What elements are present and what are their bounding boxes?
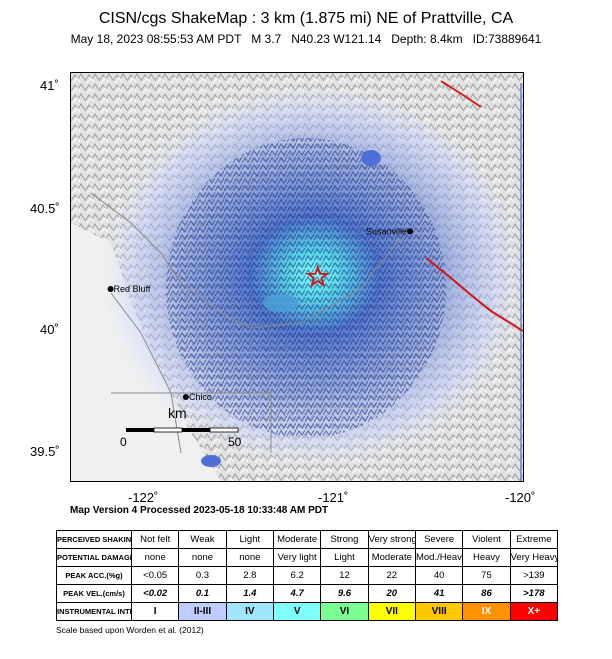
legend-cell: V <box>272 602 322 621</box>
legend-cell: Severe <box>414 530 464 549</box>
legend-row: PEAK VEL.(cm/s) <0.02 0.1 1.4 4.7 9.6 20 41 86 >1… <box>56 584 559 603</box>
legend-cell: 9.6 <box>320 584 369 603</box>
legend-cell: Moderate <box>272 530 322 549</box>
lake-shape <box>361 150 381 166</box>
city-label: Susanville <box>366 226 407 236</box>
legend-cell: Strong <box>320 530 369 549</box>
legend-row-header: INSTRUMENTAL INTENSITY <box>56 602 132 621</box>
city-marker <box>407 228 413 235</box>
scale-unit: km <box>168 405 187 421</box>
map-title: CISN/cgs ShakeMap : 3 km (1.875 mi) NE o… <box>98 10 514 27</box>
scale-bar <box>126 427 239 433</box>
legend-cell: 41 <box>414 584 464 603</box>
city-label: Red Bluff <box>114 284 151 294</box>
legend-cell: none <box>178 548 227 567</box>
legend-cell: Extreme <box>509 530 559 549</box>
legend-cell: Violent <box>462 530 511 549</box>
intensity-legend-table: PERCEIVED SHAKING Not felt Weak Light Modera… <box>56 530 559 621</box>
road <box>90 192 252 329</box>
legend-cell: 75 <box>462 566 511 585</box>
legend-cell: 6.2 <box>272 566 322 585</box>
city-label: Chico <box>189 392 212 402</box>
legend-cell: 0.1 <box>178 584 227 603</box>
fault-line <box>425 257 523 332</box>
legend-cell: <0.02 <box>130 584 180 603</box>
road <box>250 237 402 329</box>
road <box>110 292 182 454</box>
fault-line <box>440 80 482 108</box>
legend-row-header: PEAK VEL.(cm/s) <box>56 584 132 603</box>
legend-cell: 22 <box>367 566 416 585</box>
shakemap-canvas[interactable]: Susanville Red Bluff Chico <box>70 72 524 482</box>
legend-cell: none <box>130 548 180 567</box>
legend-cell: >139 <box>509 566 559 585</box>
legend-cell: 20 <box>367 584 416 603</box>
shaded-relief-overlay <box>166 138 446 438</box>
lat-label-39-5: 39.5˚ <box>30 444 60 459</box>
legend-row: POTENTIAL DAMAGE none none none Very light Li… <box>56 548 559 567</box>
legend-cell: Moderate <box>367 548 416 567</box>
lake-almanor <box>263 294 299 312</box>
legend-cell: Light <box>225 530 274 549</box>
version-text: Map Version 4 Processed 2023-05-18 10:33… <box>70 505 329 516</box>
legend-row: INSTRUMENTAL INTENSITYIII-IIIIVVVIVIIVII… <box>56 602 559 621</box>
legend-row: PEAK ACC.(%g) <0.05 0.3 2.8 6.2 12 22 40 75 >139 <box>56 566 559 585</box>
legend-cell: 86 <box>462 584 511 603</box>
legend-cell: Very Heavy <box>509 548 559 567</box>
legend-cell: VIII <box>414 602 464 621</box>
event-details: May 18, 2023 08:55:53 AM PDT M 3.7 N40.2… <box>70 32 542 46</box>
legend-cell: >178 <box>509 584 559 603</box>
legend-cell: <0.05 <box>130 566 180 585</box>
legend-cell: Mod./Heavy <box>414 548 464 567</box>
epicenter-layer <box>305 264 330 288</box>
lon-label-120: -120˚ <box>505 490 536 505</box>
legend-row-header: PEAK ACC.(%g) <box>56 566 132 585</box>
legend-row: PERCEIVED SHAKING Not felt Weak Light Modera… <box>56 530 559 549</box>
scale-end: 50 <box>228 435 242 449</box>
legend-cell: VI <box>320 602 369 621</box>
epicenter-star-icon <box>305 264 330 288</box>
legend-row-header: PERCEIVED SHAKING <box>56 530 132 549</box>
lon-label-121: -121˚ <box>318 490 349 505</box>
legend-row-header: POTENTIAL DAMAGE <box>56 548 132 567</box>
city-marker <box>107 286 114 292</box>
lat-label-40-5: 40.5˚ <box>30 201 60 216</box>
legend-cell: none <box>225 548 274 567</box>
lat-label-41: 41˚ <box>40 78 59 93</box>
legend-cell: Very strong <box>367 530 416 549</box>
legend-cell: IX <box>462 602 511 621</box>
legend-cell: 0.3 <box>178 566 227 585</box>
scale-start: 0 <box>120 435 127 449</box>
legend-cell: 40 <box>414 566 464 585</box>
legend-cell: IV <box>225 602 274 621</box>
lake-oroville <box>201 455 221 467</box>
lat-label-40: 40˚ <box>40 322 59 337</box>
legend-cell: II-III <box>178 602 227 621</box>
legend-cell: I <box>130 602 180 621</box>
legend-cell: 4.7 <box>272 584 322 603</box>
city-layer: Susanville Red Bluff Chico <box>107 226 413 402</box>
legend-cell: 12 <box>320 566 369 585</box>
legend-cell: Very light <box>272 548 322 567</box>
legend-cell: 1.4 <box>225 584 274 603</box>
legend-cell: VII <box>367 602 416 621</box>
shakemap-svg: Susanville Red Bluff Chico <box>71 73 523 481</box>
legend-cell: X+ <box>509 602 559 621</box>
legend-cell: Weak <box>178 530 227 549</box>
city-marker <box>182 394 189 400</box>
lon-label-122: -122˚ <box>128 490 159 505</box>
scale-note: Scale based upon Worden et al. (2012) <box>56 625 204 635</box>
legend-cell: Not felt <box>130 530 180 549</box>
legend-cell: 2.8 <box>225 566 274 585</box>
legend-cell: Light <box>320 548 369 567</box>
road <box>111 392 272 453</box>
legend-cell: Heavy <box>462 548 511 567</box>
